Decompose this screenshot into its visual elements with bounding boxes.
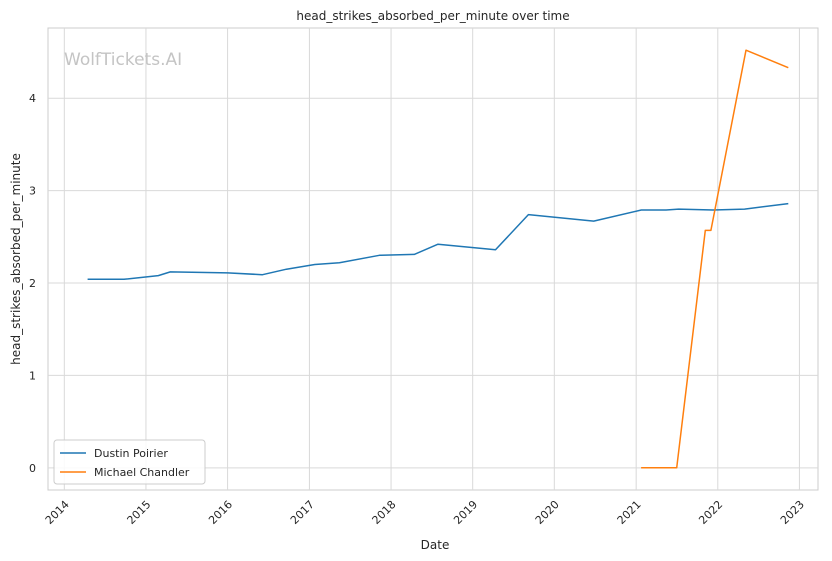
x-tick-label: 2019 <box>451 498 480 527</box>
x-tick-label: 2014 <box>43 498 72 527</box>
x-tick-label: 2016 <box>206 498 235 527</box>
y-tick-label: 4 <box>29 92 36 105</box>
series-layer <box>87 49 789 469</box>
y-axis-label: head_strikes_absorbed_per_minute <box>9 153 23 365</box>
series-line-michael-chandler <box>641 49 789 469</box>
grid <box>48 28 818 490</box>
x-axis-label: Date <box>421 538 450 552</box>
legend-label-dustin-poirier: Dustin Poirier <box>94 447 168 460</box>
x-tick-label: 2023 <box>778 498 807 527</box>
x-tick-label: 2015 <box>124 498 153 527</box>
x-tick-label: 2021 <box>615 498 644 527</box>
x-tick-label: 2022 <box>696 498 725 527</box>
y-tick-label: 0 <box>29 462 36 475</box>
y-tick-label: 3 <box>29 185 36 198</box>
y-tick-label: 2 <box>29 277 36 290</box>
legend-label-michael-chandler: Michael Chandler <box>94 466 190 479</box>
chart-title: head_strikes_absorbed_per_minute over ti… <box>296 9 569 23</box>
x-tick-label: 2017 <box>288 498 317 527</box>
series-line-dustin-poirier <box>87 202 789 281</box>
x-tick-label: 2020 <box>533 498 562 527</box>
watermark: WolfTickets.AI <box>64 50 182 70</box>
y-tick-label: 1 <box>29 369 36 382</box>
legend-box <box>53 439 206 485</box>
legend: Dustin Poirier Michael Chandler <box>53 439 206 485</box>
x-tick-label: 2018 <box>370 498 399 527</box>
plot-area <box>47 27 819 491</box>
